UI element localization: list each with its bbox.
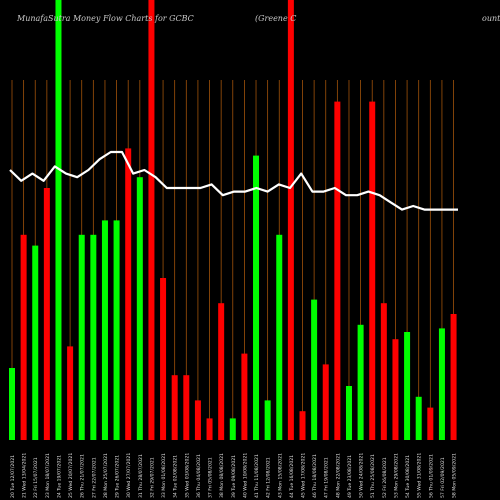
x-tick-label: 29 Tue 26/07/2021 xyxy=(115,455,121,498)
bar-up xyxy=(90,234,97,440)
money-flow-bars xyxy=(9,0,457,440)
x-tick-label: 26 Thu 21/07/2021 xyxy=(80,454,86,498)
x-tick-label: 32 Fri 29/07/2021 xyxy=(149,457,155,498)
bar-down xyxy=(287,0,294,440)
x-tick-label: 23 Mon 18/07/2021 xyxy=(45,453,51,498)
x-tick-label: 45 Wed 17/08/2021 xyxy=(301,453,307,498)
x-tick-label: 25 Wed 20/07/2021 xyxy=(68,453,74,498)
x-tick-label: 57 Fri 02/09/2021 xyxy=(440,457,446,498)
x-tick-label: 54 Tue 30/08/2021 xyxy=(405,455,411,498)
bar-down xyxy=(450,314,457,440)
x-tick-label: 46 Thu 18/08/2021 xyxy=(312,454,318,498)
chart-subtitle: (Greene C xyxy=(255,14,296,23)
bar-down xyxy=(427,407,434,440)
x-tick-label: 55 Wed 31/08/2021 xyxy=(417,453,423,498)
bar-up xyxy=(229,418,236,440)
chart-title: MunafaSutra Money Flow Charts for GCBC xyxy=(16,14,194,23)
bar-up xyxy=(276,234,283,440)
x-tick-label: 31 Thu 28/07/2021 xyxy=(138,454,144,498)
bar-down xyxy=(125,148,132,440)
x-tick-label: 58 Mon 05/09/2021 xyxy=(452,453,458,498)
x-tick-label: 47 Fri 19/08/2021 xyxy=(324,457,330,498)
price-line xyxy=(9,150,458,211)
x-tick-label: 33 Mon 01/08/2021 xyxy=(161,453,167,498)
bar-down xyxy=(67,346,74,440)
x-tick-label: 27 Fri 22/07/2021 xyxy=(91,457,97,498)
x-axis-tick-labels: 20 Tue 12/07/2021 21 Wed 13/04/2021 22 Fri… xyxy=(10,453,458,498)
bar-down xyxy=(218,303,225,440)
bar-down xyxy=(322,364,329,440)
bar-up xyxy=(357,324,364,440)
x-tick-label: 22 Fri 15/07/2021 xyxy=(33,457,39,498)
x-tick-label: 41 Thu 11/08/2021 xyxy=(254,454,260,498)
bar-down xyxy=(241,353,248,440)
bar-down xyxy=(171,375,178,440)
bar-down xyxy=(299,411,306,440)
x-tick-label: 36 Thu 04/08/2021 xyxy=(196,454,202,498)
bar-down xyxy=(183,375,190,440)
x-tick-label: 38 Mon 08/08/2021 xyxy=(219,453,225,498)
bar-down xyxy=(206,418,213,440)
bar-up xyxy=(9,368,15,440)
bar-up xyxy=(438,328,445,440)
bar-up xyxy=(264,400,271,440)
x-tick-label: 39 Tue 09/08/2021 xyxy=(231,455,237,498)
x-tick-label: 37 Fri 05/08/2021 xyxy=(208,457,214,498)
x-tick-label: 20 Tue 12/07/2021 xyxy=(10,455,16,498)
bar-down xyxy=(20,234,27,440)
bar-up xyxy=(32,245,39,440)
bar-up xyxy=(404,332,411,440)
bar-down xyxy=(194,400,201,440)
x-tick-label: 50 Wed 24/08/2021 xyxy=(359,453,365,498)
bar-down xyxy=(160,278,167,440)
x-tick-label: 51 Thu 25/08/2021 xyxy=(370,454,376,498)
bar-up xyxy=(101,220,108,440)
x-tick-label: 42 Fri 12/08/2021 xyxy=(266,457,272,498)
bar-up xyxy=(311,299,318,440)
x-tick-label: 28 Mon 25/07/2021 xyxy=(103,453,109,498)
bar-up xyxy=(345,386,352,440)
bar-down xyxy=(380,303,387,440)
bar-down xyxy=(43,188,50,440)
bar-down xyxy=(148,0,155,440)
x-tick-label: 21 Wed 13/04/2021 xyxy=(22,453,28,498)
bar-up xyxy=(253,155,260,440)
bar-up xyxy=(55,0,62,440)
bar-down xyxy=(334,101,341,440)
bar-up xyxy=(113,220,120,440)
bar-down xyxy=(369,101,376,440)
bar-up xyxy=(415,396,422,440)
bar-up xyxy=(136,177,143,440)
x-tick-label: 52 Fri 26/08/2021 xyxy=(382,457,388,498)
x-tick-label: 35 Wed 03/08/2021 xyxy=(184,453,190,498)
x-tick-label: 48 Mon 22/08/2021 xyxy=(335,453,341,498)
x-tick-label: 49 Tue 23/08/2021 xyxy=(347,455,353,498)
x-tick-label: 40 Wed 10/08/2021 xyxy=(242,453,248,498)
x-tick-label: 44 Tue 16/08/2021 xyxy=(289,455,295,498)
bar-down xyxy=(392,339,399,440)
x-tick-label: 30 Wed 27/07/2021 xyxy=(126,453,132,498)
x-tick-label: 43 Mon 15/08/2021 xyxy=(277,453,283,498)
chart-title-right: ounty xyxy=(482,14,500,23)
x-tick-label: 34 Tue 02/08/2021 xyxy=(173,455,179,498)
bar-up xyxy=(78,234,85,440)
x-tick-label: 53 Mon 29/08/2021 xyxy=(393,453,399,498)
x-tick-label: 24 Tue 19/07/2021 xyxy=(56,455,62,498)
x-tick-label: 56 Thu 01/09/2021 xyxy=(428,454,434,498)
